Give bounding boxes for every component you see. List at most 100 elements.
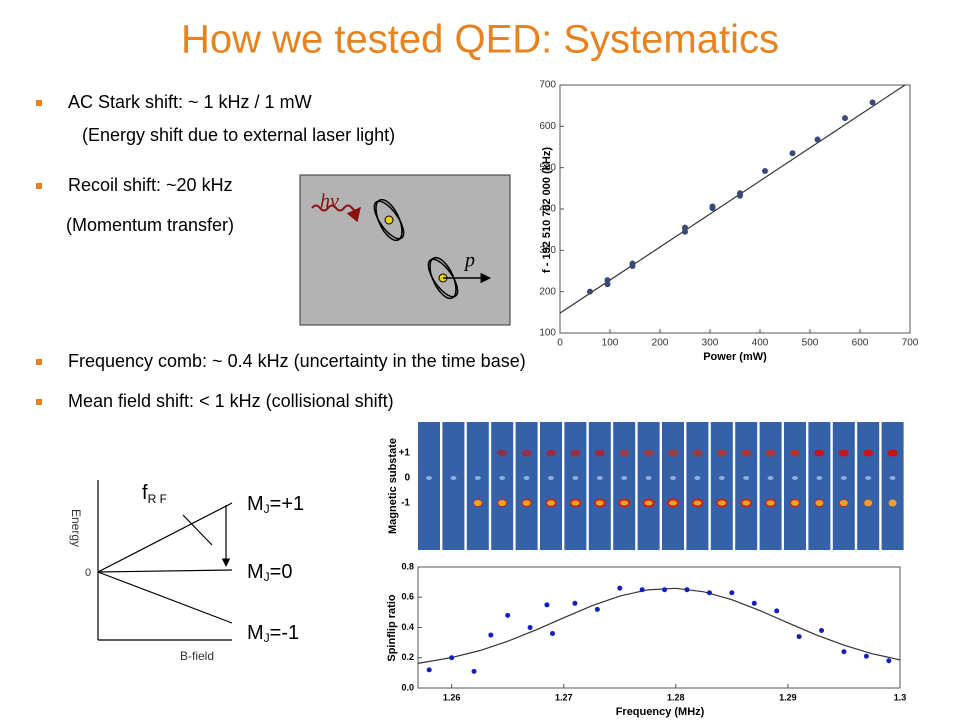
atom-cloud [863,449,874,457]
atom-cloud [619,449,630,457]
atom-cloud [694,476,701,480]
atom-cloud [521,498,532,508]
energy-lines [97,480,233,641]
data-point [842,115,848,122]
image-panel [418,422,440,550]
rf-sub: R F [148,492,167,506]
image-panel [710,422,733,550]
atom-cloud [668,449,678,457]
data-point [449,655,455,661]
x-tick-label: 1.3 [894,692,907,702]
atom-cloud [593,498,606,508]
y-axis-label: Spinflip ratio [386,594,398,662]
y-tick-label: 0.0 [401,682,414,692]
data-point [682,228,688,235]
atom-cloud [765,449,776,457]
x-tick-label: 1.26 [443,692,461,702]
image-panel [515,422,538,550]
atom-cloud [715,498,728,508]
data-point [796,634,802,640]
atom-cloud [643,449,654,457]
x-tick-label: 600 [852,338,869,349]
level-main: M [247,493,264,515]
orbit [427,258,459,298]
atom-cloud [816,476,823,480]
atom-cloud [691,498,704,508]
data-point [814,136,821,143]
fit-line [559,84,906,314]
x-tick-label: 1.29 [779,692,797,702]
origin-label: 0 [85,567,91,579]
data-point [682,224,688,231]
data-point [604,281,611,288]
image-panel [491,422,514,550]
y-tick-label: 0.6 [401,592,414,602]
level-sub: J [264,502,270,516]
data-point [617,585,623,591]
data-point [869,99,876,106]
image-row-label: 0 [404,473,410,484]
level-rest: =+1 [270,493,304,515]
image-panel [784,422,806,550]
plot-frame [559,84,911,334]
image-panel [637,422,660,550]
data-point [841,649,847,655]
y-tick-label: 600 [539,121,556,132]
x-axis-label: Frequency (MHz) [616,706,705,718]
x-tick-label: 500 [802,338,819,349]
level-rest: =0 [270,561,293,583]
image-panel [857,422,880,550]
atom-cloud [570,449,581,457]
data-point [662,587,668,593]
atom-cloud [596,476,603,480]
atom-cloud [692,449,703,457]
photon-wave [311,204,361,223]
x-tick-label: 300 [702,338,719,349]
data-point [594,606,600,612]
image-strip [418,422,904,550]
atom-cloud [865,476,872,480]
rf-label: fR F [142,482,167,506]
level-sub: J [264,570,270,584]
atom-cloud [790,449,800,457]
atom-cloud [765,498,777,508]
momentum-label: p [463,250,475,272]
energy-axis-label: Energy [69,509,83,547]
atom-cloud [888,499,897,507]
level-rest: =-1 [270,622,299,644]
atom-cloud [670,476,676,480]
atom-cloud [594,449,605,457]
data-point [762,167,768,174]
atom-cloud [792,476,798,480]
atom-cloud [838,449,849,457]
image-panel [564,422,587,550]
image-panel [759,422,782,550]
y-axis-label: f - 192 510 702 000 (kHz) [541,147,553,273]
y-tick-label: 100 [539,328,556,339]
data-point [527,625,533,630]
atom-cloud [497,449,508,457]
atom-cloud [814,499,825,507]
bullet-note: (Momentum transfer) [66,215,234,235]
atom-cloud [645,476,652,480]
y-tick-label: 400 [539,204,556,215]
atom-cloud [889,476,896,480]
image-row-label: -1 [401,498,410,509]
x-tick-label: 100 [602,338,619,349]
atom-cloud [523,476,530,480]
bullet-marker [36,399,42,405]
atom-cloud [743,476,750,480]
atom-cloud [839,499,849,507]
level-label: MJ=-1 [247,622,299,645]
level-main: M [247,622,264,644]
bullet-marker [36,100,42,106]
x-tick-label: 700 [902,338,919,349]
photon-label: hν [320,191,339,213]
bullet-note: (Energy shift due to external laser ligh… [82,125,395,145]
data-point [706,590,712,596]
x-tick-label: 1.28 [667,692,685,702]
image-panel [662,422,684,550]
bullet-text: Recoil shift: ~20 kHz [68,175,233,195]
data-point [629,260,636,267]
data-point [789,150,796,157]
